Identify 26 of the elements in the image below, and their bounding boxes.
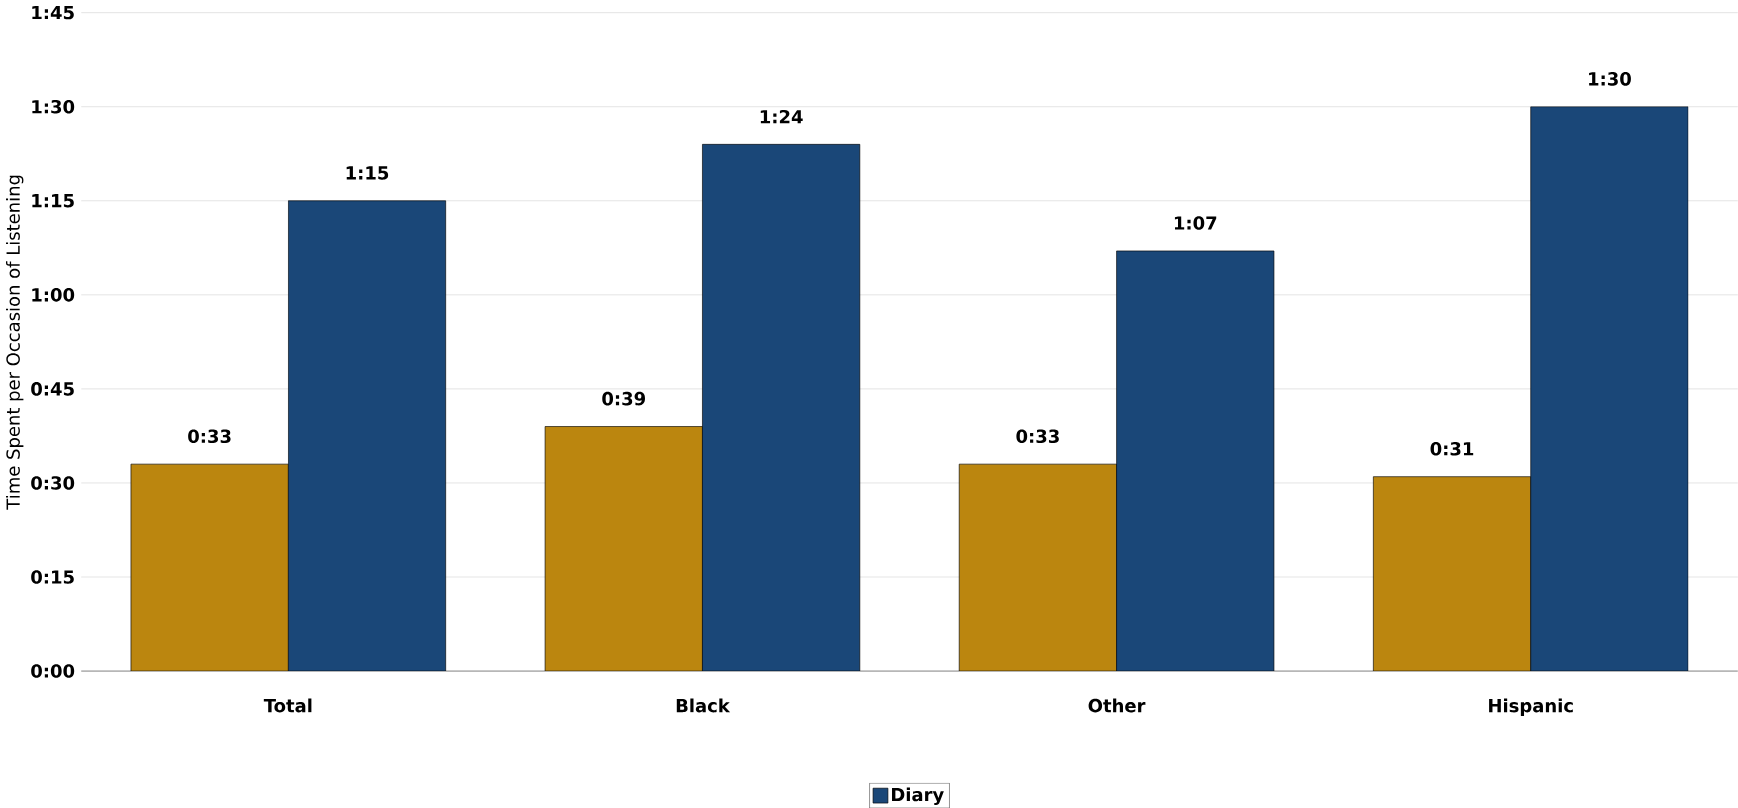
y-tick-label: 1:00 [32,287,75,302]
data-label: 0:33 [188,429,231,443]
y-tick-label: 1:15 [32,193,74,208]
x-tick-label: Total [263,698,312,713]
x-tick-label: Other [1088,698,1146,713]
y-tick-label: 0:45 [31,381,74,396]
data-label: 1:15 [346,166,389,180]
bar [545,426,703,671]
y-tick-label: 0:15 [31,570,74,584]
legend-label: Diary [892,787,944,805]
y-tick-label: 1:45 [32,5,74,20]
data-label: 1:24 [760,109,803,124]
bar [959,464,1117,671]
bar [130,464,289,671]
data-label: 0:39 [602,391,645,406]
data-label: 1:07 [1174,216,1217,230]
bar [1373,476,1532,671]
y-tick-label: 0:30 [31,476,75,490]
y-tick-label: 0:00 [31,664,75,678]
data-label: 0:33 [1016,429,1059,443]
data-label: 0:31 [1430,441,1474,456]
x-tick-label: Hispanic [1489,698,1573,716]
data-label: 1:30 [1589,71,1631,86]
y-tick-label: 1:30 [32,99,75,114]
x-tick-label: Black [676,698,731,713]
y-axis-title: Time Spent per Occasion of Listening [6,175,24,510]
